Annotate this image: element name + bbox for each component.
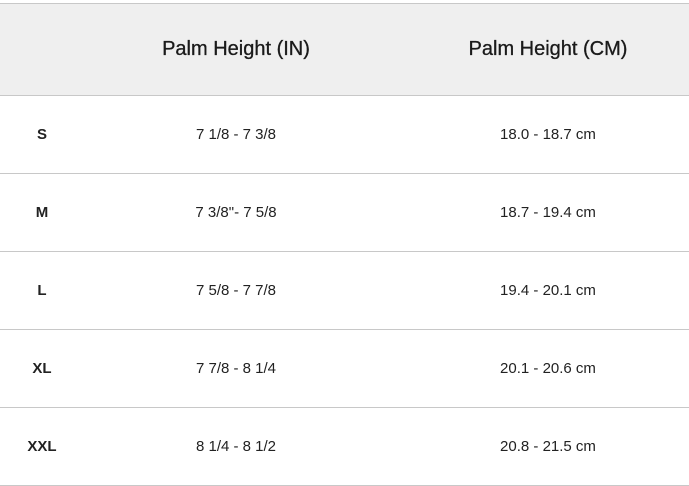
table-row: M 7 3/8"- 7 5/8 18.7 - 19.4 cm <box>0 174 689 252</box>
header-row: Palm Height (IN) Palm Height (CM) <box>0 3 689 96</box>
cm-cell: 19.4 - 20.1 cm <box>500 282 596 299</box>
table-row: XXL 8 1/4 - 8 1/2 20.8 - 21.5 cm <box>0 408 689 486</box>
inches-cell: 7 5/8 - 7 7/8 <box>195 282 277 299</box>
table-row: S 7 1/8 - 7 3/8 18.0 - 18.7 cm <box>0 96 689 174</box>
cm-cell: 18.0 - 18.7 cm <box>500 126 596 143</box>
size-cell: XXL <box>27 438 57 455</box>
size-cell: XL <box>32 360 52 377</box>
size-chart-table: Palm Height (IN) Palm Height (CM) S 7 1/… <box>0 3 689 486</box>
inches-cell: 7 7/8 - 8 1/4 <box>195 360 277 377</box>
header-size <box>0 4 84 96</box>
inches-cell: 8 1/4 - 8 1/2 <box>195 438 277 455</box>
header-palm-height-in: Palm Height (IN) <box>162 38 310 60</box>
inches-cell: 7 3/8"- 7 5/8 <box>195 204 277 221</box>
header-palm-height-cm: Palm Height (CM) <box>468 38 628 60</box>
size-cell: S <box>36 126 47 143</box>
table-row: L 7 5/8 - 7 7/8 19.4 - 20.1 cm <box>0 252 689 330</box>
size-cell: M <box>35 204 49 221</box>
cm-cell: 20.1 - 20.6 cm <box>500 360 596 377</box>
table-header: Palm Height (IN) Palm Height (CM) <box>0 3 689 96</box>
cm-cell: 18.7 - 19.4 cm <box>500 204 596 221</box>
size-cell: L <box>37 282 47 299</box>
inches-cell: 7 1/8 - 7 3/8 <box>195 126 277 143</box>
cm-cell: 20.8 - 21.5 cm <box>500 438 596 455</box>
table-row: XL 7 7/8 - 8 1/4 20.1 - 20.6 cm <box>0 330 689 408</box>
